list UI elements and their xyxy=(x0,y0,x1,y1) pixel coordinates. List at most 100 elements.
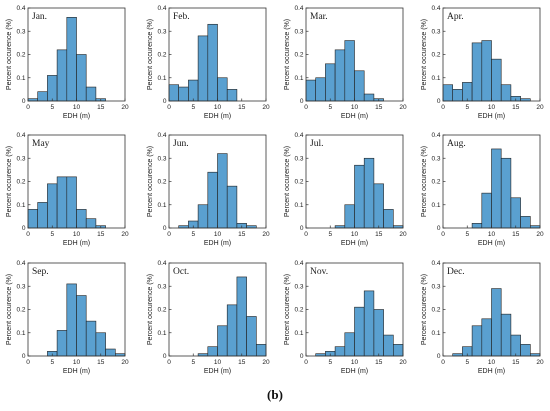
figure-caption: (b) xyxy=(267,387,283,402)
x-tick-label: 5 xyxy=(50,359,54,366)
x-tick-label: 10 xyxy=(73,231,81,238)
histogram-bar xyxy=(354,306,365,357)
y-tick-label: 0.2 xyxy=(431,179,440,186)
y-tick-label: 0.2 xyxy=(16,307,25,314)
histogram-bar xyxy=(207,346,218,357)
histogram-bar xyxy=(217,153,228,229)
y-tick-label: 0.1 xyxy=(16,202,25,209)
x-tick-label: 20 xyxy=(262,359,270,366)
panel-title: Jul. xyxy=(310,139,323,149)
y-tick-label: 0.4 xyxy=(431,132,440,139)
histogram-bar xyxy=(197,204,209,229)
x-tick-label: 15 xyxy=(512,231,520,238)
x-tick-label: 0 xyxy=(167,359,171,366)
x-tick-label: 15 xyxy=(238,104,246,111)
y-tick-label: 0.3 xyxy=(294,155,303,162)
histogram-bar xyxy=(188,79,199,102)
x-tick-label: 15 xyxy=(375,359,383,366)
histogram-panel: 0 0.1 0.2 0.3 0.4 0 5 10 15 20 Jun. EDH (m) Percent … xyxy=(147,132,270,247)
y-tick-label: 0.4 xyxy=(157,5,166,12)
y-tick-label: 0.3 xyxy=(431,283,440,290)
panel-title: Apr. xyxy=(447,12,464,22)
y-tick-label: 0.1 xyxy=(16,75,25,82)
histogram-bar xyxy=(236,276,247,357)
x-axis-label: EDH (m) xyxy=(341,368,368,375)
histogram-bar xyxy=(66,283,77,357)
x-tick-label: 0 xyxy=(441,231,445,238)
x-tick-label: 20 xyxy=(262,104,270,111)
y-tick-label: 0.1 xyxy=(431,330,440,337)
histogram-panel: 0 0.1 0.2 0.3 0.4 0 5 10 15 20 Jan. EDH (m) Percent … xyxy=(6,5,129,120)
x-axis-label: EDH (m) xyxy=(63,240,90,247)
x-axis-label: EDH (m) xyxy=(204,240,231,247)
y-tick-label: 0.4 xyxy=(157,132,166,139)
y-tick-label: 0.1 xyxy=(431,202,440,209)
histogram-bar xyxy=(305,79,316,102)
x-axis-label: EDH (m) xyxy=(341,240,368,247)
x-tick-label: 0 xyxy=(167,231,171,238)
y-tick-label: 0.4 xyxy=(294,132,303,139)
y-axis-label: Percent occurence (%) xyxy=(147,274,154,345)
y-tick-label: 0.2 xyxy=(157,52,166,59)
panel-title: May xyxy=(32,139,50,149)
x-tick-label: 5 xyxy=(465,104,469,111)
x-tick-label: 5 xyxy=(191,104,195,111)
y-tick-label: 0.2 xyxy=(294,179,303,186)
x-tick-label: 15 xyxy=(375,104,383,111)
x-tick-label: 5 xyxy=(191,359,195,366)
histogram-bar xyxy=(37,91,48,102)
histogram-bar xyxy=(315,77,326,102)
x-tick-label: 15 xyxy=(512,104,520,111)
y-tick-label: 0.3 xyxy=(294,28,303,35)
histogram-bar xyxy=(255,344,267,357)
x-tick-label: 0 xyxy=(26,104,30,111)
x-tick-label: 10 xyxy=(214,231,222,238)
x-tick-label: 20 xyxy=(399,104,407,111)
y-tick-label: 0.4 xyxy=(431,5,440,12)
y-tick-label: 0.1 xyxy=(294,330,303,337)
y-tick-label: 0 xyxy=(300,353,304,360)
histogram-panel: 0 0.1 0.2 0.3 0.4 0 5 10 15 20 May EDH (m) Percent o… xyxy=(6,132,129,247)
y-tick-label: 0 xyxy=(163,353,167,360)
histogram-bar xyxy=(334,49,346,102)
y-tick-label: 0.3 xyxy=(16,155,25,162)
histogram-bar xyxy=(246,316,257,357)
x-tick-label: 0 xyxy=(26,359,30,366)
y-tick-label: 0.2 xyxy=(157,307,166,314)
x-axis-label: EDH (m) xyxy=(63,368,90,375)
histogram-bar xyxy=(37,202,48,229)
x-tick-label: 20 xyxy=(121,231,129,238)
histogram-bar xyxy=(226,185,238,229)
y-tick-label: 0 xyxy=(300,225,304,232)
y-tick-label: 0.4 xyxy=(431,260,440,267)
histogram-bar xyxy=(471,42,483,102)
histogram-bar xyxy=(217,325,228,357)
x-tick-label: 10 xyxy=(214,359,222,366)
x-tick-label: 10 xyxy=(351,231,359,238)
histogram-bar xyxy=(481,40,492,102)
y-tick-label: 0 xyxy=(22,98,26,105)
histogram-bar xyxy=(76,209,87,229)
x-tick-label: 15 xyxy=(97,104,105,111)
panel-title: Aug. xyxy=(447,139,466,149)
x-tick-label: 0 xyxy=(167,104,171,111)
histogram-bar xyxy=(66,16,77,102)
histogram-bar xyxy=(76,54,87,102)
histogram-bar xyxy=(226,89,238,102)
x-tick-label: 0 xyxy=(304,231,308,238)
histogram-bar xyxy=(471,223,483,229)
histogram-bar xyxy=(481,318,492,357)
x-tick-label: 15 xyxy=(512,359,520,366)
histogram-panel: 0 0.1 0.2 0.3 0.4 0 5 10 15 20 Nov. EDH (m) Percent … xyxy=(284,260,407,375)
histogram-bar xyxy=(27,209,38,229)
y-tick-label: 0 xyxy=(300,98,304,105)
y-axis-label: Percent occurence (%) xyxy=(6,19,13,90)
y-tick-label: 0 xyxy=(22,353,26,360)
panel-title: Jan. xyxy=(32,12,47,22)
histogram-bar xyxy=(344,40,355,102)
histogram-bar xyxy=(383,209,394,229)
histogram-bar xyxy=(500,313,512,357)
histogram-bar xyxy=(392,344,404,357)
x-tick-label: 0 xyxy=(304,104,308,111)
